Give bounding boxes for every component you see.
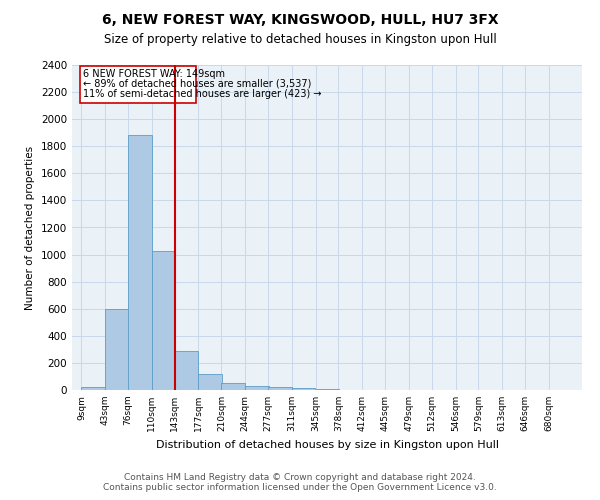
Bar bbox=[82, 388, 105, 390]
Text: Size of property relative to detached houses in Kingston upon Hull: Size of property relative to detached ho… bbox=[104, 32, 496, 46]
Bar bbox=[268, 388, 292, 390]
Bar bbox=[128, 136, 152, 390]
Bar bbox=[292, 388, 315, 390]
Bar bbox=[175, 350, 198, 390]
Bar bbox=[152, 250, 175, 390]
Bar bbox=[221, 383, 245, 390]
FancyBboxPatch shape bbox=[80, 66, 196, 103]
X-axis label: Distribution of detached houses by size in Kingston upon Hull: Distribution of detached houses by size … bbox=[155, 440, 499, 450]
Text: ← 89% of detached houses are smaller (3,537): ← 89% of detached houses are smaller (3,… bbox=[83, 79, 311, 89]
Text: 6, NEW FOREST WAY, KINGSWOOD, HULL, HU7 3FX: 6, NEW FOREST WAY, KINGSWOOD, HULL, HU7 … bbox=[101, 12, 499, 26]
Text: Contains HM Land Registry data © Crown copyright and database right 2024.
Contai: Contains HM Land Registry data © Crown c… bbox=[103, 473, 497, 492]
Bar bbox=[199, 374, 222, 390]
Bar bbox=[245, 386, 269, 390]
Text: 6 NEW FOREST WAY: 149sqm: 6 NEW FOREST WAY: 149sqm bbox=[83, 69, 225, 79]
Bar bbox=[105, 308, 128, 390]
Text: 11% of semi-detached houses are larger (423) →: 11% of semi-detached houses are larger (… bbox=[83, 89, 322, 99]
Y-axis label: Number of detached properties: Number of detached properties bbox=[25, 146, 35, 310]
